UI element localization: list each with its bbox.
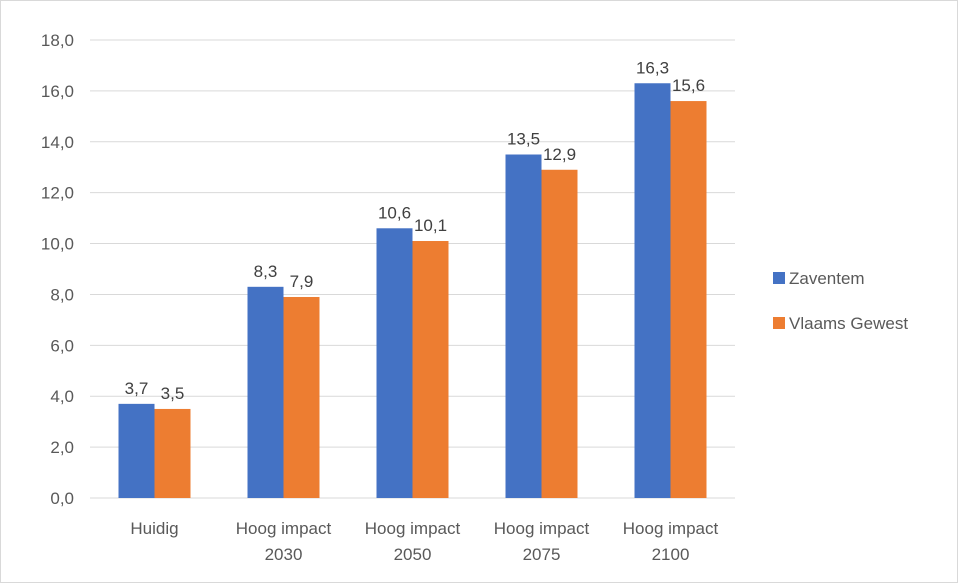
x-category-label: 2030 — [265, 545, 303, 564]
y-tick-label: 10,0 — [41, 235, 74, 254]
data-label: 13,5 — [507, 130, 540, 149]
bar-vlaams-gewest — [154, 408, 191, 498]
bar-zaventem — [634, 83, 671, 498]
bar-vlaams-gewest — [541, 169, 578, 498]
y-tick-label: 16,0 — [41, 82, 74, 101]
data-label: 3,7 — [125, 379, 149, 398]
bar-zaventem — [505, 154, 542, 498]
bar-zaventem — [247, 286, 284, 498]
data-label: 15,6 — [672, 76, 705, 95]
y-tick-label: 4,0 — [50, 387, 74, 406]
bar-vlaams-gewest — [412, 241, 449, 498]
y-tick-label: 6,0 — [50, 336, 74, 355]
data-label: 7,9 — [290, 272, 314, 291]
x-category-label: Hoog impact — [494, 519, 590, 538]
y-tick-label: 0,0 — [50, 489, 74, 508]
legend-label: Vlaams Gewest — [789, 314, 908, 333]
bar-vlaams-gewest — [670, 101, 707, 499]
y-tick-label: 18,0 — [41, 31, 74, 50]
data-label: 16,3 — [636, 58, 669, 77]
x-category-label: Huidig — [130, 519, 178, 538]
y-tick-label: 8,0 — [50, 285, 74, 304]
y-tick-label: 12,0 — [41, 184, 74, 203]
data-label: 10,1 — [414, 216, 447, 235]
y-tick-label: 14,0 — [41, 133, 74, 152]
bar-zaventem — [118, 403, 155, 498]
bar-vlaams-gewest — [283, 296, 320, 498]
x-category-label: Hoog impact — [623, 519, 719, 538]
x-category-label: Hoog impact — [236, 519, 332, 538]
x-category-label: 2100 — [652, 545, 690, 564]
data-label: 3,5 — [161, 384, 185, 403]
legend-label: Zaventem — [789, 269, 865, 288]
x-category-label: Hoog impact — [365, 519, 461, 538]
data-label: 8,3 — [254, 262, 278, 281]
legend-swatch — [773, 272, 785, 284]
x-category-label: 2050 — [394, 545, 432, 564]
data-label: 12,9 — [543, 145, 576, 164]
data-label: 10,6 — [378, 203, 411, 222]
y-tick-label: 2,0 — [50, 438, 74, 457]
x-category-label: 2075 — [523, 545, 561, 564]
legend-swatch — [773, 317, 785, 329]
bar-zaventem — [376, 228, 413, 499]
